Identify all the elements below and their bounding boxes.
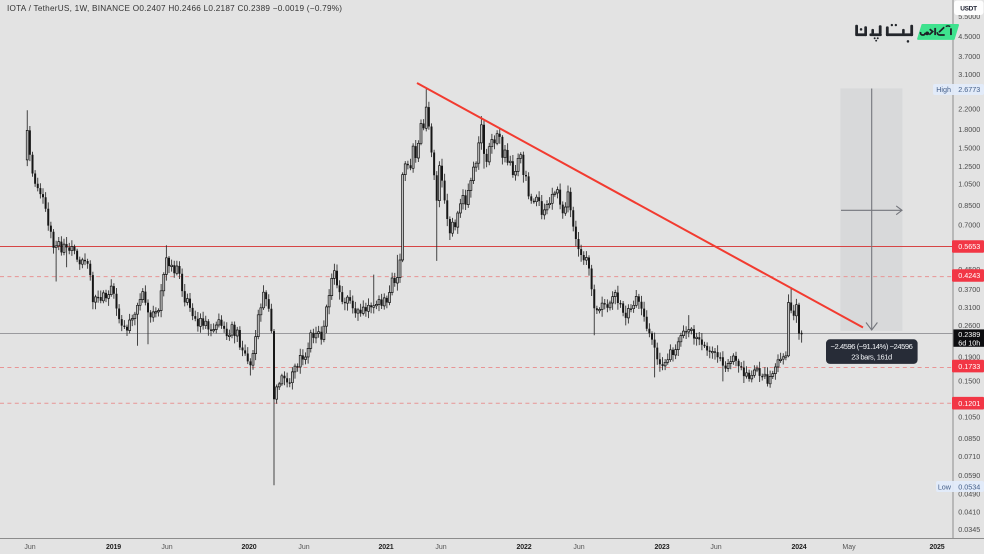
svg-text:2024: 2024 [792, 544, 807, 551]
svg-text:2021: 2021 [379, 544, 394, 551]
svg-text:−2.4596 (−91.14%) −24596: −2.4596 (−91.14%) −24596 [831, 342, 913, 351]
svg-text:0.0534: 0.0534 [958, 483, 980, 492]
svg-text:3.1000: 3.1000 [958, 70, 980, 79]
svg-text:Low: Low [938, 483, 952, 492]
svg-text:Jun: Jun [435, 544, 446, 551]
svg-text:0.0490: 0.0490 [958, 490, 980, 499]
svg-text:USDT: USDT [960, 5, 977, 12]
svg-text:0.1201: 0.1201 [958, 399, 980, 408]
svg-text:IOTA / TetherUS, 1W, BINANCE: IOTA / TetherUS, 1W, BINANCE O0.2407 H0.… [7, 4, 342, 13]
svg-text:0.7000: 0.7000 [958, 221, 980, 230]
svg-text:0.1900: 0.1900 [958, 353, 980, 362]
svg-text:0.2389: 0.2389 [958, 330, 980, 339]
svg-text:0.0850: 0.0850 [958, 434, 980, 443]
svg-text:1.0500: 1.0500 [958, 180, 980, 189]
svg-text:Jun: Jun [710, 544, 721, 551]
svg-text:2023: 2023 [655, 544, 670, 551]
svg-text:0.3100: 0.3100 [958, 303, 980, 312]
svg-text:0.3700: 0.3700 [958, 285, 980, 294]
svg-text:3.7000: 3.7000 [958, 52, 980, 61]
svg-text:0.1050: 0.1050 [958, 413, 980, 422]
svg-text:0.8500: 0.8500 [958, 201, 980, 210]
svg-text:Jun: Jun [298, 544, 309, 551]
svg-text:0.0710: 0.0710 [958, 452, 980, 461]
svg-text:0.4243: 0.4243 [958, 271, 980, 280]
svg-text:0.0590: 0.0590 [958, 471, 980, 480]
svg-text:0.0345: 0.0345 [958, 525, 980, 534]
svg-text:0.5653: 0.5653 [958, 242, 980, 251]
svg-text:2.6773: 2.6773 [958, 85, 980, 94]
svg-text:2025: 2025 [930, 544, 945, 551]
svg-text:Jun: Jun [161, 544, 172, 551]
svg-text:Jun: Jun [24, 544, 35, 551]
svg-text:1.8000: 1.8000 [958, 125, 980, 134]
svg-text:4.5000: 4.5000 [958, 32, 980, 41]
svg-text:2020: 2020 [242, 544, 257, 551]
svg-text:0.0410: 0.0410 [958, 508, 980, 517]
svg-text:1.2500: 1.2500 [958, 162, 980, 171]
svg-text:2.2000: 2.2000 [958, 105, 980, 114]
svg-text:2022: 2022 [517, 544, 532, 551]
svg-text:23 bars, 161d: 23 bars, 161d [851, 352, 892, 361]
svg-text:Jun: Jun [573, 544, 584, 551]
svg-text:0.1500: 0.1500 [958, 376, 980, 385]
svg-text:May: May [842, 544, 856, 551]
svg-text:5.5000: 5.5000 [958, 12, 980, 21]
svg-text:0.1733: 0.1733 [958, 362, 980, 371]
svg-text:2019: 2019 [106, 544, 121, 551]
svg-text:0.2600: 0.2600 [958, 321, 980, 330]
svg-text:High: High [936, 85, 951, 94]
svg-text:1.5000: 1.5000 [958, 143, 980, 152]
svg-text:6d 10h: 6d 10h [958, 339, 980, 348]
